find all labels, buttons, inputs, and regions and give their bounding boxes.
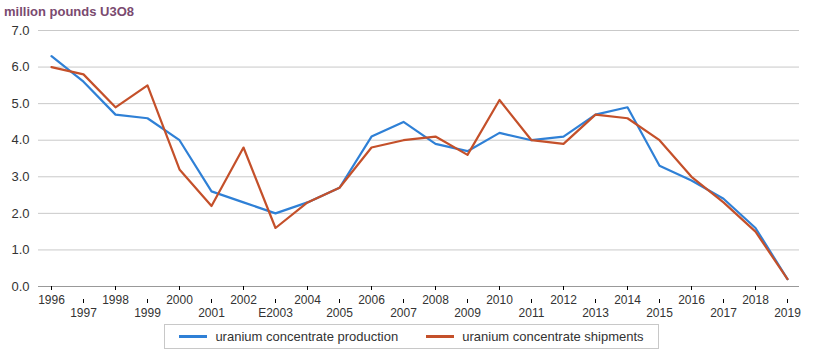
svg-text:2009: 2009 — [454, 306, 481, 320]
svg-text:2017: 2017 — [710, 306, 737, 320]
svg-text:4.0: 4.0 — [11, 132, 29, 147]
svg-text:2000: 2000 — [166, 293, 193, 307]
svg-text:2013: 2013 — [582, 306, 609, 320]
svg-text:3.0: 3.0 — [11, 169, 29, 184]
svg-text:0.0: 0.0 — [11, 279, 29, 294]
svg-text:2004: 2004 — [294, 293, 321, 307]
svg-text:2008: 2008 — [422, 293, 449, 307]
svg-text:2015: 2015 — [646, 306, 673, 320]
svg-text:2014: 2014 — [614, 293, 641, 307]
svg-text:2016: 2016 — [678, 293, 705, 307]
svg-text:2005: 2005 — [326, 306, 353, 320]
svg-text:1997: 1997 — [70, 306, 97, 320]
svg-text:5.0: 5.0 — [11, 96, 29, 111]
svg-text:2010: 2010 — [486, 293, 513, 307]
svg-text:6.0: 6.0 — [11, 59, 29, 74]
svg-text:2007: 2007 — [390, 306, 417, 320]
svg-text:7.0: 7.0 — [11, 23, 29, 38]
svg-text:1999: 1999 — [134, 306, 161, 320]
svg-text:1996: 1996 — [38, 293, 65, 307]
svg-text:2002: 2002 — [230, 293, 257, 307]
svg-text:2019: 2019 — [774, 306, 801, 320]
html-text:million pounds U3O8: million pounds U3O8 — [4, 4, 134, 19]
svg-text:E2003: E2003 — [258, 306, 293, 320]
svg-text:1998: 1998 — [102, 293, 129, 307]
svg-text:2012: 2012 — [550, 293, 577, 307]
svg-text:1.0: 1.0 — [11, 242, 29, 257]
svg-text:2.0: 2.0 — [11, 206, 29, 221]
html-text:uranium concentrate production: uranium concentrate production — [215, 329, 399, 344]
svg-text:2001: 2001 — [198, 306, 225, 320]
svg-text:2011: 2011 — [519, 306, 545, 320]
svg-text:2018: 2018 — [742, 293, 769, 307]
html-text:uranium concentrate shipments: uranium concentrate shipments — [462, 329, 644, 344]
svg-text:2006: 2006 — [358, 293, 385, 307]
